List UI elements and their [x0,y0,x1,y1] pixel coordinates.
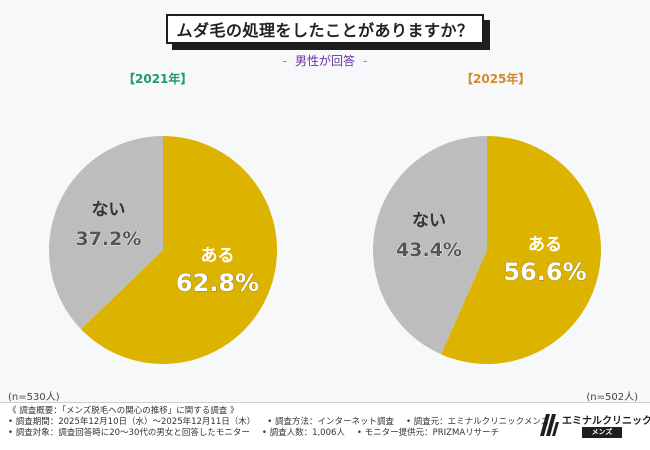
logo-mark-icon [540,414,559,436]
clinic-logo: エミナルクリニック メンズ [538,410,650,440]
n-label-2021: (n=530人) [8,392,60,403]
notes-line-2: • 調査期間：2025年12月10日（水）〜2025年12月11日（木） • 調査… [8,417,561,428]
logo-name: エミナルクリニック [562,416,650,427]
survey-count: • 調査人数：1,006人 [261,428,345,438]
subtitle-dash-left: - [282,54,287,68]
slice-value-yes-2021: 62.8% [176,269,259,297]
chart-title: ムダ毛の処理をしたことがありますか？ [166,14,484,44]
slice-value-no-2021: 37.2% [75,228,141,250]
pie-slice-yes-2025 [441,136,602,365]
subtitle-dash-right: - [363,54,368,68]
slice-value-no-2025: 43.4% [396,239,462,261]
survey-target: • 調査対象：調査回答時に20〜30代の男女と回答したモニター [8,428,250,438]
slice-label-yes-2021: ある [201,246,235,266]
survey-method: • 調査方法：インターネット調査 [267,417,394,427]
slice-label-no-2025: ない [412,211,446,231]
subtitle-text: 男性が回答 [294,54,355,68]
pie-slice-no-2021 [49,136,163,330]
survey-period: • 調査期間：2025年12月10日（水）〜2025年12月11日（木） [8,417,256,427]
footer [0,402,650,450]
notes-line-3: • 調査対象：調査回答時に20〜30代の男女と回答したモニター • 調査人数：1,… [8,428,561,439]
pie-slice-yes-2021 [80,136,278,365]
slice-label-no-2021: ない [91,200,125,220]
pie-charts: ある 62.8% ない 37.2% ある 56.6% ない 43.4% [49,136,602,365]
logo-sub: メンズ [582,427,622,438]
subtitle: - 男性が回答 - [0,52,650,69]
survey-provider: • モニター提供元：PRIZMAリサーチ [356,428,500,438]
survey-notes: 《 調査概要：「メンズ脱毛への関心の推移」に関する調査 》 • 調査期間：202… [8,406,561,439]
slice-label-yes-2025: ある [528,235,562,255]
pie-slice-no-2025 [373,136,487,355]
year-label-2025: 【2025年】 [461,72,531,86]
n-label-2025: (n=502人) [586,392,638,403]
notes-line-1: 《 調査概要：「メンズ脱毛への関心の推移」に関する調査 》 [8,406,239,416]
survey-source: • 調査元：エミナルクリニックメンズ [405,417,550,427]
year-label-2021: 【2021年】 [123,72,193,86]
slice-value-yes-2025: 56.6% [503,258,586,286]
